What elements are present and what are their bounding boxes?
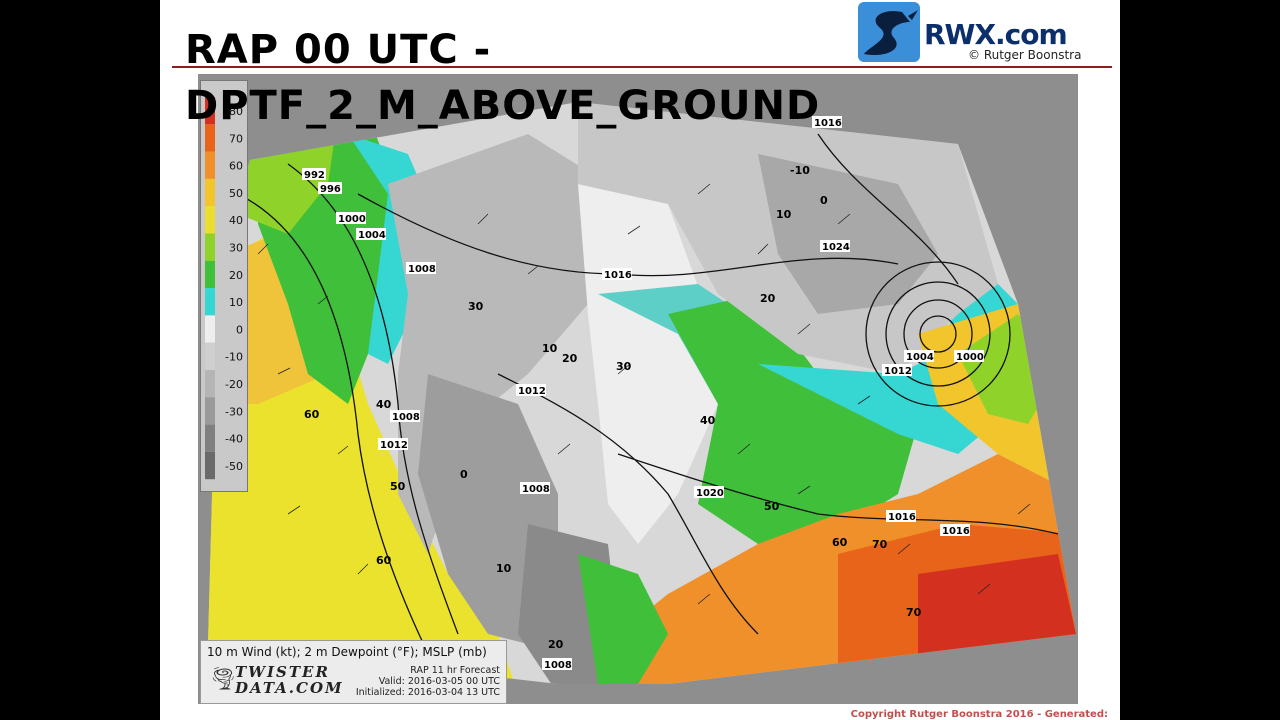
svg-text:1004: 1004: [358, 230, 386, 241]
svg-text:40: 40: [376, 398, 392, 411]
legend-swatch: [205, 315, 215, 343]
svg-text:20: 20: [562, 352, 578, 365]
legend-swatch: [205, 178, 215, 207]
model-label: RAP 11 hr Forecast: [410, 665, 500, 676]
legend-swatch: [205, 424, 215, 452]
logo-name: RWX.com: [924, 18, 1068, 51]
logo-credit: © Rutger Boonstra: [968, 48, 1082, 62]
legend-tick-label: -30: [225, 405, 243, 418]
svg-text:1016: 1016: [814, 118, 842, 129]
legend-swatch: [205, 370, 215, 398]
map-info-box: 10 m Wind (kt); 2 m Dewpoint (°F); MSLP …: [200, 640, 507, 704]
svg-text:1000: 1000: [956, 352, 984, 363]
svg-text:30: 30: [468, 300, 484, 313]
legend-tick-label: 60: [229, 160, 243, 173]
legend-swatch: [205, 124, 215, 152]
svg-text:60: 60: [376, 554, 392, 567]
legend-swatch: [205, 288, 215, 316]
init-time: Initialized: 2016-03-04 13 UTC: [355, 687, 500, 698]
legend-swatch: [205, 233, 215, 261]
svg-text:70: 70: [906, 606, 922, 619]
svg-text:10: 10: [496, 562, 512, 575]
legend-tick-label: -20: [225, 378, 243, 391]
dewpoint-legend: 80 70 60 50 40 30 20 10 0 -10 -20 -30 -40 -50: [200, 80, 248, 492]
legend-swatch: [205, 151, 215, 179]
svg-text:1012: 1012: [380, 440, 408, 451]
legend-tick-label: 20: [229, 269, 243, 282]
svg-text:60: 60: [304, 408, 320, 421]
legend-tick-label: 0: [236, 323, 243, 336]
brand-line-2: DATA.COM: [235, 679, 344, 697]
legend-tick-label: -40: [225, 433, 243, 446]
legend-swatch: [205, 260, 215, 289]
svg-text:1008: 1008: [544, 660, 572, 671]
legend-swatch: [205, 342, 215, 370]
dewpoint-map-image: 992 996 1000 1004 1008 1016 1024 1012 10…: [208, 102, 1076, 684]
svg-text:1000: 1000: [338, 214, 366, 225]
legend-swatch: [205, 97, 215, 125]
svg-text:1016: 1016: [888, 512, 916, 523]
rwx-logo: RWX.com © Rutger Boonstra: [858, 2, 1110, 64]
legend-tick-label: 70: [229, 132, 243, 145]
forecast-meta: RAP 11 hr Forecast Valid: 2016-03-05 00 …: [356, 665, 500, 698]
legend-tick-label: 30: [229, 242, 243, 255]
svg-text:1016: 1016: [604, 270, 632, 281]
svg-text:1012: 1012: [884, 366, 912, 377]
footer-credit: Copyright Rutger Boonstra 2016 - Generat…: [850, 709, 1108, 720]
legend-swatch: [205, 451, 215, 480]
slide: RAP 00 UTC - DPTF_2_M_ABOVE_GROUND RWX.c…: [160, 0, 1120, 720]
svg-text:1008: 1008: [392, 412, 420, 423]
legend-swatch: [205, 397, 215, 425]
valid-time: Valid: 2016-03-05 00 UTC: [378, 676, 500, 687]
svg-text:996: 996: [320, 184, 341, 195]
title-divider: [172, 66, 1112, 68]
map-variables: 10 m Wind (kt); 2 m Dewpoint (°F); MSLP …: [207, 645, 487, 659]
svg-text:10: 10: [776, 208, 792, 221]
svg-text:992: 992: [304, 170, 325, 181]
legend-tick-label: 50: [229, 187, 243, 200]
brand-line-1: TWISTER: [235, 663, 330, 681]
svg-text:1020: 1020: [696, 488, 724, 499]
svg-text:1008: 1008: [522, 484, 550, 495]
legend-tick-label: -50: [225, 460, 243, 473]
svg-text:20: 20: [548, 638, 564, 651]
svg-text:1016: 1016: [942, 526, 970, 537]
svg-text:70: 70: [872, 538, 888, 551]
svg-text:-10: -10: [790, 164, 810, 177]
rwx-logo-icon: [858, 2, 920, 62]
legend-tick-label: -10: [225, 351, 243, 364]
svg-text:1012: 1012: [518, 386, 546, 397]
svg-text:10: 10: [542, 342, 558, 355]
legend-tick-label: 40: [229, 214, 243, 227]
legend-tick-label: 80: [229, 105, 243, 118]
svg-text:30: 30: [616, 360, 632, 373]
page-title: RAP 00 UTC - DPTF_2_M_ABOVE_GROUND: [185, 27, 821, 129]
legend-tick-label: 10: [229, 296, 243, 309]
svg-text:50: 50: [390, 480, 406, 493]
weather-map: 992 996 1000 1004 1008 1016 1024 1012 10…: [198, 74, 1078, 704]
svg-text:40: 40: [700, 414, 716, 427]
legend-colorbar: 80 70 60 50 40 30 20 10 0 -10 -20 -30 -40 -50: [205, 97, 243, 480]
svg-text:0: 0: [460, 468, 468, 481]
tornado-icon: 🌪: [209, 667, 237, 692]
svg-text:1008: 1008: [408, 264, 436, 275]
svg-text:50: 50: [764, 500, 780, 513]
legend-swatch: [205, 206, 215, 234]
svg-text:0: 0: [820, 194, 828, 207]
svg-text:60: 60: [832, 536, 848, 549]
svg-text:1024: 1024: [822, 242, 850, 253]
svg-text:20: 20: [760, 292, 776, 305]
twisterdata-logo: 🌪 TWISTER DATA.COM: [209, 663, 342, 699]
svg-text:1004: 1004: [906, 352, 934, 363]
